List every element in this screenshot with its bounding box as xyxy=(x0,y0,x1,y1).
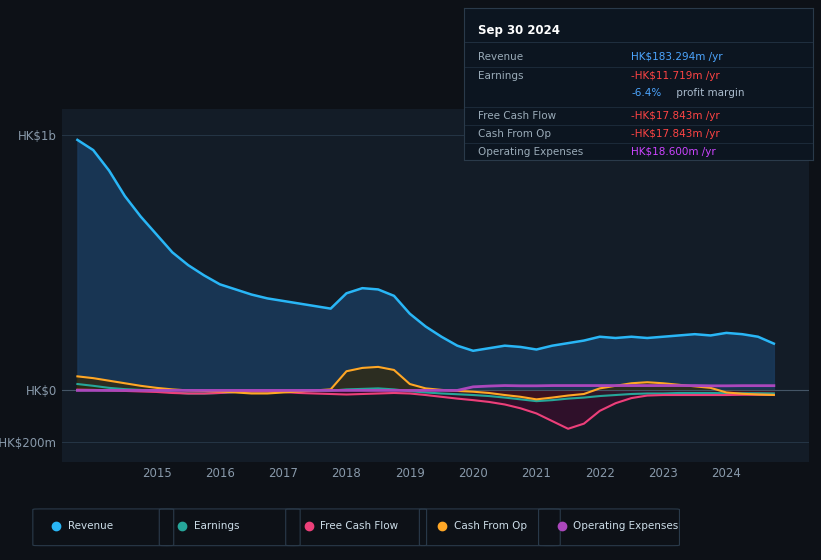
Text: Free Cash Flow: Free Cash Flow xyxy=(478,111,556,121)
Text: -6.4%: -6.4% xyxy=(631,88,662,98)
Text: Sep 30 2024: Sep 30 2024 xyxy=(478,24,560,36)
Text: -HK$17.843m /yr: -HK$17.843m /yr xyxy=(631,111,720,121)
Text: Earnings: Earnings xyxy=(194,521,240,531)
Text: HK$183.294m /yr: HK$183.294m /yr xyxy=(631,52,723,62)
Text: Revenue: Revenue xyxy=(67,521,112,531)
Text: Earnings: Earnings xyxy=(478,72,523,81)
Text: Free Cash Flow: Free Cash Flow xyxy=(320,521,398,531)
Text: -HK$17.843m /yr: -HK$17.843m /yr xyxy=(631,129,720,139)
Text: -HK$11.719m /yr: -HK$11.719m /yr xyxy=(631,72,720,81)
Text: Cash From Op: Cash From Op xyxy=(454,521,527,531)
Text: Cash From Op: Cash From Op xyxy=(478,129,551,139)
Text: profit margin: profit margin xyxy=(673,88,745,98)
Text: Operating Expenses: Operating Expenses xyxy=(478,147,583,157)
Text: Revenue: Revenue xyxy=(478,52,523,62)
Text: HK$18.600m /yr: HK$18.600m /yr xyxy=(631,147,716,157)
Text: Operating Expenses: Operating Expenses xyxy=(573,521,678,531)
